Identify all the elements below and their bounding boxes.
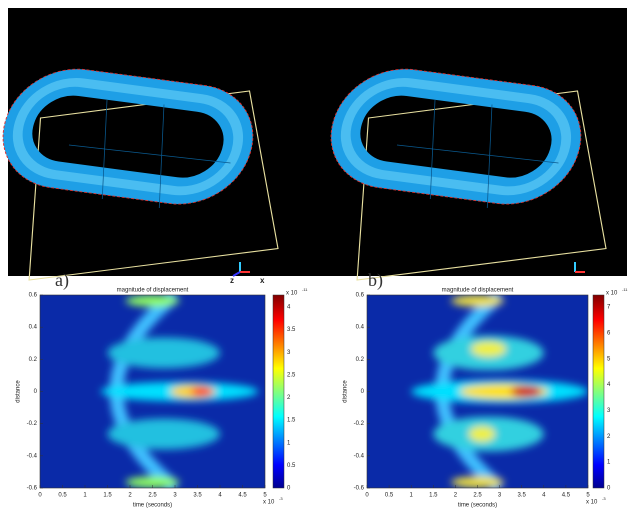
y-tick-label: 0 bbox=[34, 389, 38, 395]
heatmap-region bbox=[108, 419, 221, 450]
x-exponent-power: -3 bbox=[602, 496, 606, 501]
colorbar-tick-label: 2 bbox=[607, 434, 611, 440]
y-tick-label: -0.4 bbox=[354, 453, 365, 459]
colorbar-tick-label: 6 bbox=[607, 330, 611, 336]
colorbar-tick-label: 1 bbox=[607, 460, 611, 466]
panel-label: a) bbox=[55, 270, 69, 291]
colorbar-exponent: x 10 bbox=[606, 291, 618, 297]
x-tick-label: 0 bbox=[38, 493, 42, 499]
y-tick-label: -0.2 bbox=[354, 421, 365, 427]
heatmap-region bbox=[126, 295, 180, 307]
x-tick-label: 2.5 bbox=[473, 493, 482, 499]
render-background bbox=[8, 8, 627, 276]
heatmap-region bbox=[108, 337, 221, 368]
x-tick-label: 0.5 bbox=[385, 493, 394, 499]
colorbar-tick-label: 4 bbox=[287, 305, 291, 311]
x-axis-label: time (seconds) bbox=[133, 503, 172, 509]
axis-label: z bbox=[230, 276, 234, 285]
y-axis-label: distance bbox=[16, 380, 22, 403]
heatmap-region bbox=[471, 341, 506, 356]
x-tick-label: 4.5 bbox=[238, 493, 247, 499]
x-exponent: x 10 bbox=[586, 500, 598, 506]
x-tick-label: 4.5 bbox=[562, 493, 571, 499]
x-tick-label: 2 bbox=[454, 493, 458, 499]
colorbar-exponent-power: -11 bbox=[302, 287, 308, 292]
colorbar-tick-label: 3 bbox=[607, 408, 611, 414]
plot-title: magnitude of displacement bbox=[117, 288, 189, 294]
x-axis-label: time (seconds) bbox=[458, 503, 497, 509]
x-tick-label: 3.5 bbox=[518, 493, 527, 499]
panel-label: b) bbox=[368, 270, 383, 291]
colorbar-tick-label: 0 bbox=[287, 486, 291, 492]
y-axis-label: distance bbox=[343, 380, 349, 403]
y-tick-label: 0.4 bbox=[29, 325, 38, 331]
colorbar-tick-label: 1.5 bbox=[287, 418, 296, 424]
x-tick-label: 4 bbox=[218, 493, 222, 499]
colorbar-exponent: x 10 bbox=[286, 291, 298, 297]
colorbar bbox=[593, 295, 604, 488]
x-tick-label: 1 bbox=[410, 493, 414, 499]
colorbar-tick-label: 7 bbox=[607, 305, 611, 311]
heatmap-region bbox=[191, 387, 214, 397]
x-tick-label: 0 bbox=[365, 493, 369, 499]
x-tick-label: 0.5 bbox=[58, 493, 67, 499]
colorbar-tick-label: 2.5 bbox=[287, 372, 296, 378]
x-tick-label: 5 bbox=[586, 493, 590, 499]
y-tick-label: 0.2 bbox=[29, 357, 38, 363]
y-tick-label: 0.4 bbox=[356, 325, 365, 331]
x-tick-label: 3.5 bbox=[193, 493, 202, 499]
x-exponent: x 10 bbox=[263, 500, 275, 506]
x-tick-label: 1.5 bbox=[103, 493, 112, 499]
colorbar-tick-label: 4 bbox=[607, 382, 611, 388]
y-tick-label: -0.6 bbox=[354, 486, 365, 492]
heatmap-region bbox=[511, 386, 542, 398]
colorbar-tick-label: 0 bbox=[607, 486, 611, 492]
y-tick-label: 0 bbox=[361, 389, 365, 395]
plot-title: magnitude of displacement bbox=[442, 288, 514, 294]
x-tick-label: 2 bbox=[128, 493, 132, 499]
colorbar-tick-label: 2 bbox=[287, 395, 291, 401]
x-tick-label: 4 bbox=[542, 493, 546, 499]
figure: z x a) magnitude of displacement distance t… bbox=[0, 0, 635, 510]
axis-label: x bbox=[260, 276, 265, 285]
y-tick-label: -0.2 bbox=[27, 421, 38, 427]
colorbar-exponent-power: -11 bbox=[622, 287, 628, 292]
y-tick-label: 0.6 bbox=[29, 293, 38, 299]
colorbar-tick-label: 0.5 bbox=[287, 463, 296, 469]
x-tick-label: 3 bbox=[173, 493, 177, 499]
y-tick-label: -0.6 bbox=[27, 486, 38, 492]
x-exponent-power: -3 bbox=[279, 496, 283, 501]
heatmap-region bbox=[469, 426, 496, 441]
x-tick-label: 2.5 bbox=[148, 493, 157, 499]
colorbar-tick-label: 3 bbox=[287, 350, 291, 356]
y-tick-label: 0.6 bbox=[356, 293, 365, 299]
y-tick-label: 0.2 bbox=[356, 357, 365, 363]
x-tick-label: 5 bbox=[263, 493, 267, 499]
colorbar-tick-label: 5 bbox=[607, 356, 611, 362]
colorbar-tick-label: 1 bbox=[287, 440, 291, 446]
y-tick-label: -0.4 bbox=[27, 453, 38, 459]
heatmap-region bbox=[451, 295, 504, 307]
colorbar-tick-label: 3.5 bbox=[287, 327, 296, 333]
x-tick-label: 3 bbox=[498, 493, 502, 499]
colorbar bbox=[273, 295, 284, 488]
x-tick-label: 1.5 bbox=[429, 493, 438, 499]
x-tick-label: 1 bbox=[83, 493, 87, 499]
